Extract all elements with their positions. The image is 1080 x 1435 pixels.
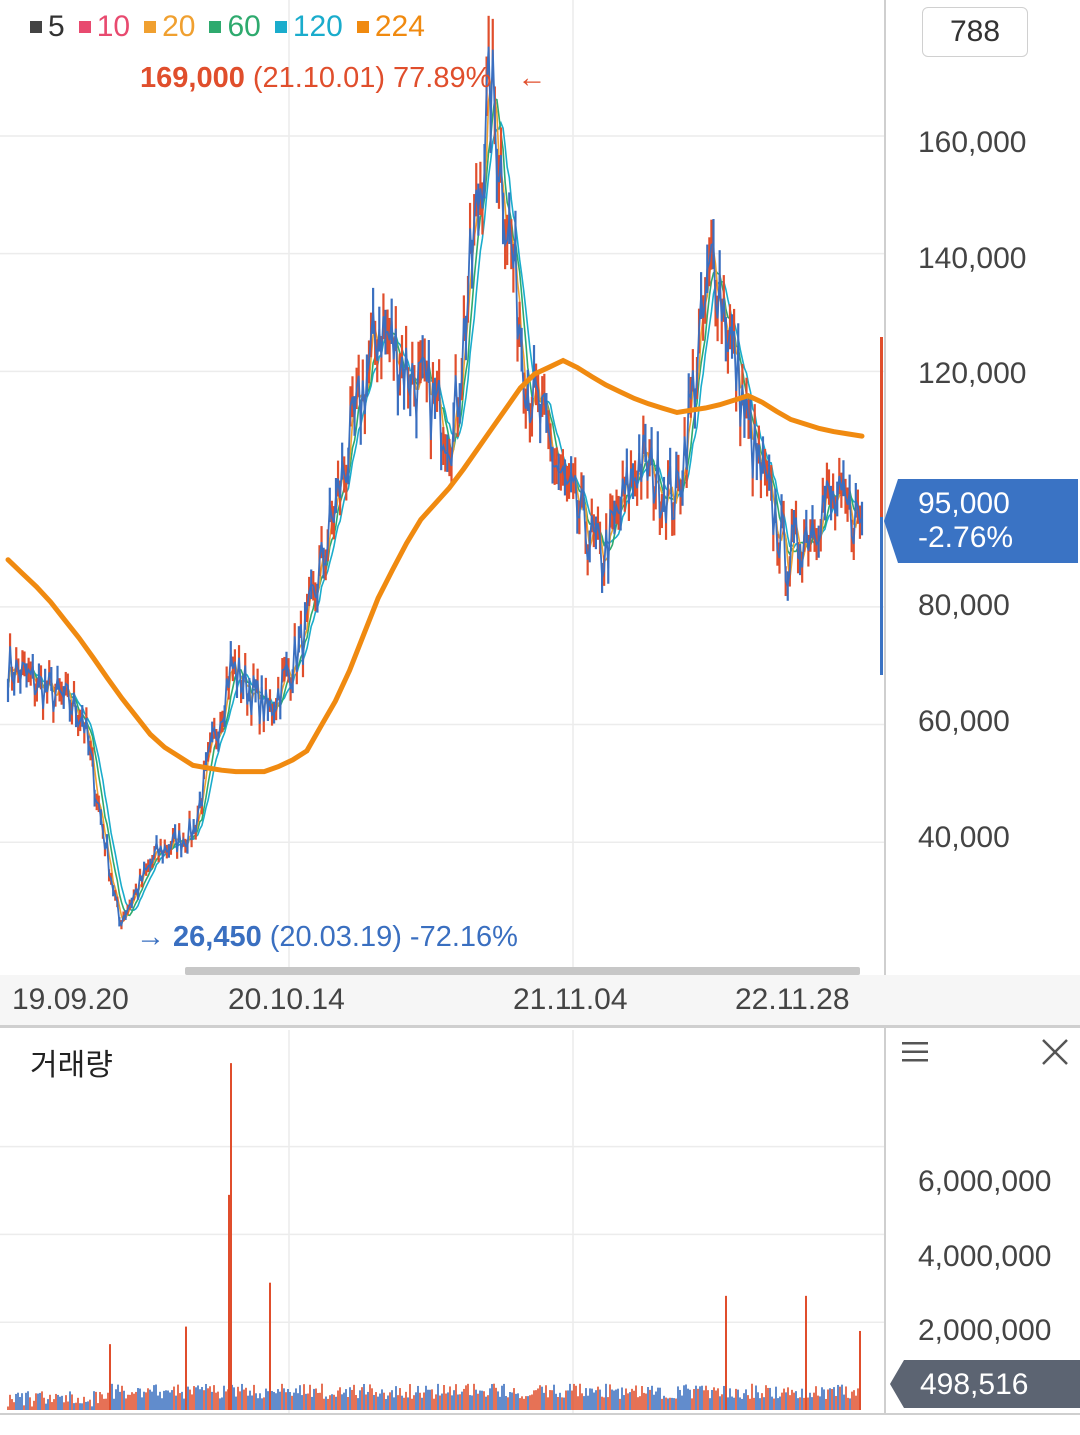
low-price-label: → 26,450 (20.03.19) -72.16% [136, 921, 518, 954]
low-price-pct: -72.16% [409, 921, 518, 953]
price-range-down-bar [880, 517, 883, 675]
moving-average-legend: 5 10 20 60 120 224 [30, 10, 425, 44]
volume-chart[interactable] [0, 1030, 884, 1413]
volume-title: 거래량 [30, 1049, 113, 1082]
period-count-box[interactable]: 788 [922, 7, 1028, 57]
ma224-line [5, 357, 865, 775]
chart-scrollbar[interactable] [185, 967, 860, 975]
x-tick-label: 20.10.14 [228, 983, 345, 1016]
current-volume: 498,516 [920, 1368, 1029, 1401]
y-tick-label: 140,000 [918, 242, 1027, 275]
low-price-date: (20.03.19) [269, 921, 402, 953]
high-price-date: (21.10.01) [252, 62, 386, 94]
period-count: 788 [949, 15, 1001, 48]
axis-divider [884, 1028, 886, 1413]
y-tick-label: 60,000 [918, 705, 1010, 738]
price-range-up-bar [880, 337, 883, 517]
menu-icon[interactable] [900, 1038, 930, 1066]
legend-item-ma120[interactable]: 120 [274, 10, 343, 44]
y-tick-label: 40,000 [918, 821, 1010, 854]
high-price-value: 169,000 [140, 62, 245, 94]
legend-item-ma224[interactable]: 224 [356, 10, 425, 44]
legend-item-ma60[interactable]: 60 [209, 10, 261, 44]
x-tick-label: 19.09.20 [12, 983, 129, 1016]
x-tick-label: 21.11.04 [513, 983, 628, 1016]
legend-item-ma20[interactable]: 20 [144, 10, 195, 44]
x-axis [0, 975, 1080, 1025]
price-chart[interactable] [0, 0, 884, 975]
high-price-label: 169,000 (21.10.01) 77.89% ← [140, 62, 546, 95]
legend-item-ma5[interactable]: 5 [30, 10, 65, 44]
y-tick-label: 120,000 [918, 357, 1027, 390]
y-tick-label: 160,000 [918, 126, 1027, 159]
volume-tick-label: 4,000,000 [918, 1240, 1052, 1273]
legend-item-ma10[interactable]: 10 [78, 10, 130, 44]
current-price: 95,000 [918, 487, 1010, 520]
arrow-right-icon: → [136, 921, 165, 953]
y-tick-label: 80,000 [918, 589, 1010, 622]
close-line [7, 46, 863, 927]
arrow-left-icon: ← [517, 62, 547, 94]
current-change: -2.76% [918, 521, 1014, 554]
high-price-pct: 77.89% [393, 62, 492, 94]
current-price-badge: 95,000 -2.76% [884, 479, 1078, 563]
panel-separator [0, 1025, 1080, 1028]
bottom-border [0, 1413, 1080, 1435]
low-price-value: 26,450 [173, 921, 262, 953]
ma120-line [7, 120, 863, 912]
ma20-line [7, 73, 863, 923]
current-volume-badge: 498,516 [890, 1360, 1080, 1408]
close-icon[interactable] [1040, 1037, 1070, 1067]
x-tick-label: 22.11.28 [735, 983, 850, 1016]
volume-tick-label: 2,000,000 [918, 1314, 1052, 1347]
volume-tick-label: 6,000,000 [918, 1165, 1052, 1198]
